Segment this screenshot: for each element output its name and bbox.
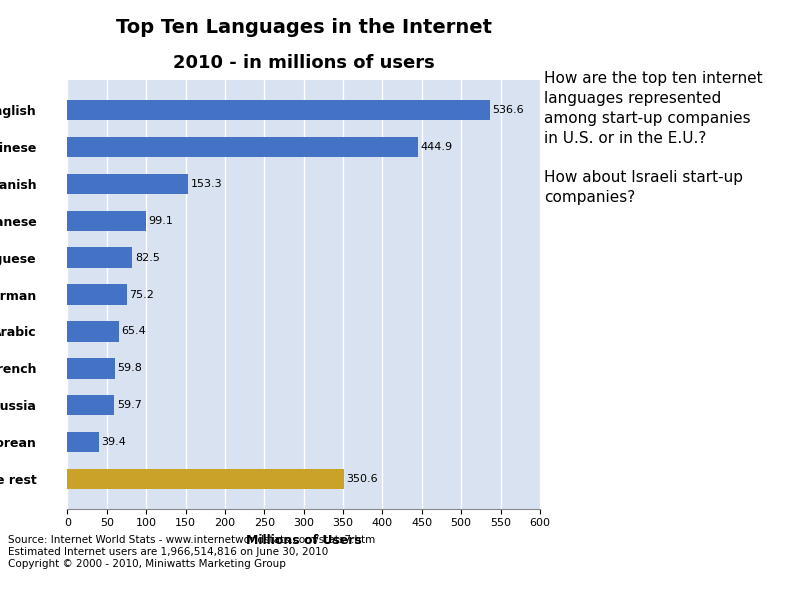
Bar (67, 469, 344, 489)
Text: 153.3: 153.3 (191, 178, 222, 189)
Bar (67, 284, 127, 305)
Bar (67, 211, 145, 231)
Text: 82.5: 82.5 (135, 253, 160, 262)
Text: Top Ten Languages in the Internet: Top Ten Languages in the Internet (116, 18, 491, 37)
X-axis label: Millions of Users: Millions of Users (246, 534, 361, 547)
Bar (67, 432, 98, 452)
Bar (67, 248, 133, 268)
Text: Source: Internet World Stats - www.internetworldstats.com/stats7.htm
Estimated I: Source: Internet World Stats - www.inter… (8, 536, 376, 569)
Bar (67, 358, 114, 378)
Bar (67, 395, 114, 415)
Bar (67, 321, 119, 342)
Text: 2010 - in millions of users: 2010 - in millions of users (173, 54, 434, 71)
Bar (67, 100, 490, 120)
Text: 59.8: 59.8 (117, 364, 142, 373)
Text: 444.9: 444.9 (420, 142, 453, 152)
Text: How are the top ten internet
languages represented
among start-up companies
in U: How are the top ten internet languages r… (544, 71, 762, 205)
Text: 350.6: 350.6 (346, 474, 377, 484)
Bar (67, 137, 418, 157)
Text: 39.4: 39.4 (101, 437, 125, 447)
Text: 536.6: 536.6 (492, 105, 524, 115)
Text: 65.4: 65.4 (121, 327, 146, 336)
Text: 75.2: 75.2 (129, 290, 154, 299)
Bar (67, 174, 188, 194)
Text: 59.7: 59.7 (117, 400, 142, 411)
Text: 99.1: 99.1 (148, 216, 173, 226)
